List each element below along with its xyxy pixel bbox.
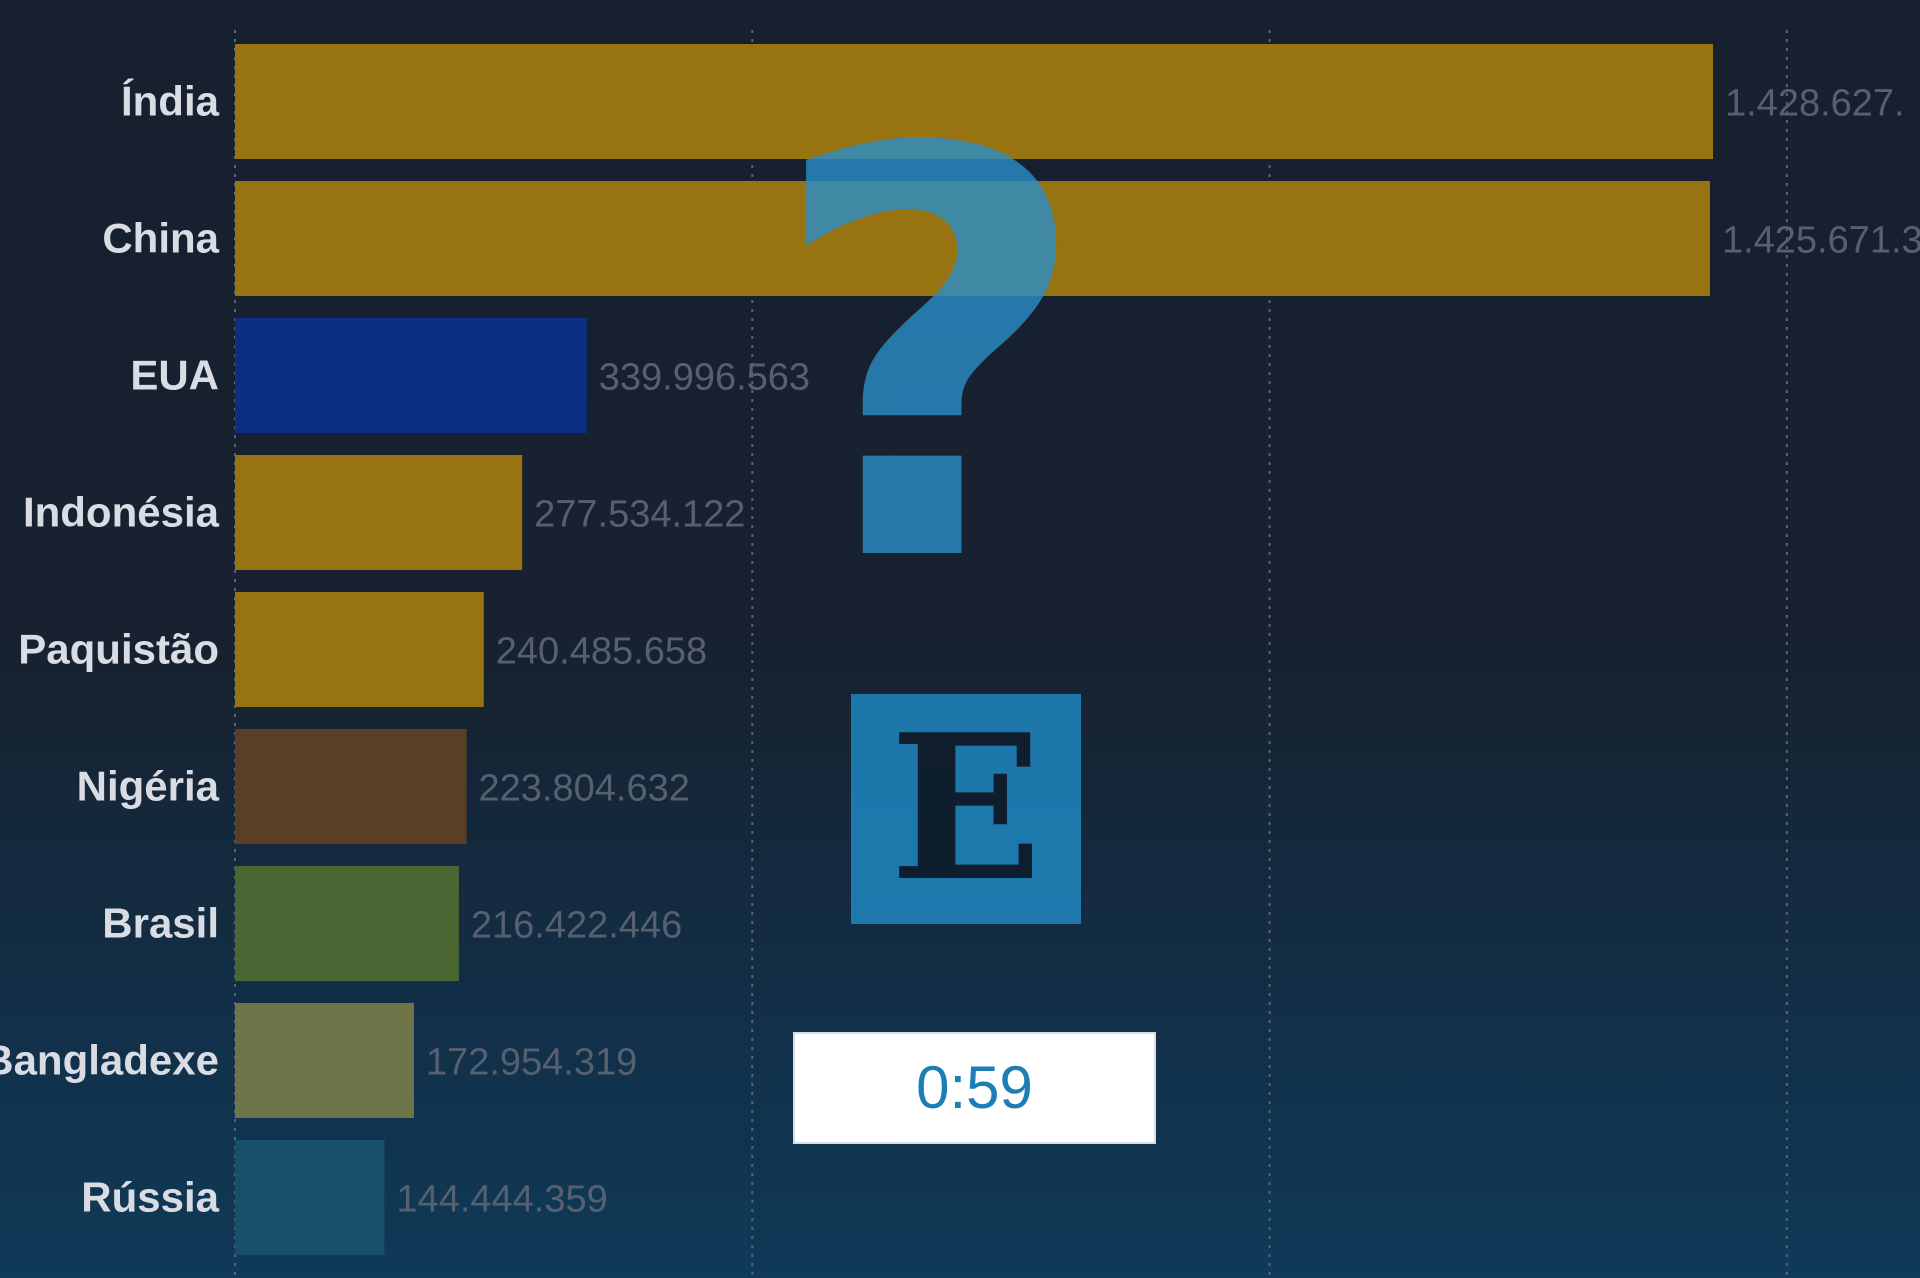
value-label: 277.534.122 (534, 494, 745, 536)
value-label: 216.422.446 (471, 905, 682, 947)
category-label: Rússia (81, 1174, 219, 1221)
bar (235, 729, 467, 844)
value-label: 240.485.658 (496, 631, 707, 673)
value-label: 339.996.563 (599, 357, 810, 399)
bar (235, 1003, 414, 1118)
bars (235, 44, 1713, 1255)
bar (235, 866, 459, 981)
bar (235, 181, 1710, 296)
bar (235, 44, 1713, 159)
bar (235, 1140, 385, 1255)
category-label: Indonésia (23, 489, 220, 536)
labels: Índia 1.428.627. China 1.425.671.3 EUA 339.99… (0, 78, 1920, 1221)
bar (235, 592, 484, 707)
category-label: Paquistão (18, 626, 219, 673)
logo-letter: E (889, 691, 1043, 926)
timer: 0:59 (793, 1032, 1156, 1144)
category-label: Bangladexe (0, 1037, 219, 1084)
category-label: China (102, 215, 219, 262)
bar (235, 318, 587, 433)
value-label: 144.444.359 (396, 1179, 607, 1221)
question-mark-icon: ? (767, 34, 1093, 686)
bar (235, 455, 523, 570)
category-label: EUA (130, 352, 219, 399)
value-label: 1.428.627. (1725, 83, 1905, 125)
value-label: 223.804.632 (479, 768, 690, 810)
value-label: 172.954.319 (426, 1042, 637, 1084)
value-label: 1.425.671.3 (1722, 220, 1920, 262)
category-label: Nigéria (77, 763, 220, 810)
logo: E (851, 694, 1081, 924)
category-label: Brasil (102, 900, 219, 947)
category-label: Índia (121, 78, 220, 125)
